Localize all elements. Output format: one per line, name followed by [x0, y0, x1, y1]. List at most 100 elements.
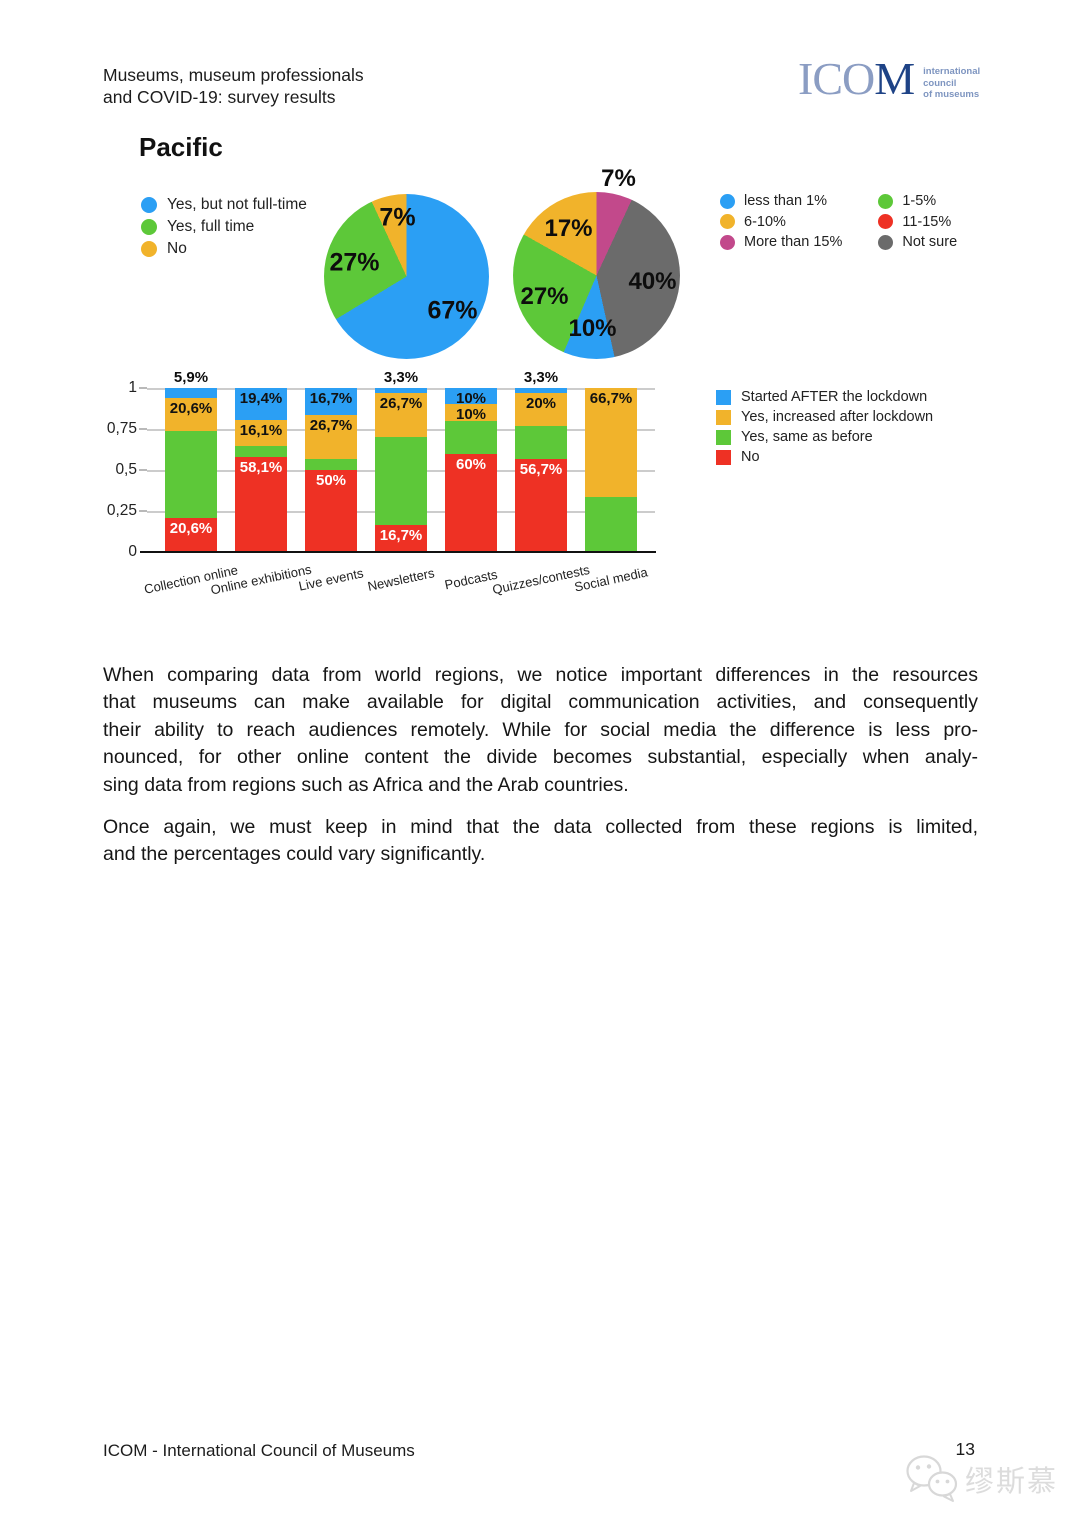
bar-segment: 16,1% — [235, 419, 287, 447]
paragraph-line: and the percentages could vary significa… — [103, 843, 486, 866]
legend-swatch — [878, 214, 894, 229]
watermark-text: 缪斯慕 — [965, 1466, 1059, 1498]
bar-segment — [585, 497, 637, 552]
bar-value-label: 20% — [525, 395, 557, 413]
bar-value-label: 58,1% — [239, 458, 283, 476]
paragraph-line: When comparing data from world regions, … — [103, 664, 978, 686]
bar-segment — [445, 420, 497, 454]
legend-swatch — [141, 219, 157, 235]
x-axis-line — [140, 550, 656, 553]
legend-item: Yes, but not full-time — [141, 196, 307, 214]
legend-swatch — [141, 241, 157, 257]
bar-segment: 19,4% — [235, 388, 287, 420]
bar-segment: 60% — [445, 453, 497, 552]
bar-chart-legend: Started AFTER the lockdown Yes, increased… — [716, 389, 933, 469]
y-axis-label: 0,75 — [106, 420, 137, 437]
y-axis-tick — [139, 510, 147, 512]
bar-value-label: 20,6% — [169, 399, 213, 417]
paragraph-line: that museums can make available for digi… — [103, 691, 978, 714]
page-title: Pacific — [139, 132, 223, 162]
legend-label: No — [741, 449, 760, 465]
legend-label: 6-10% — [744, 213, 786, 230]
bar-segment — [305, 459, 357, 470]
legend-label: Not sure — [902, 234, 958, 250]
bar-value-label: 16,1% — [239, 421, 283, 439]
legend-swatch — [716, 389, 731, 405]
legend-item: 6-10% — [720, 214, 842, 230]
bar-segment — [515, 388, 567, 394]
y-axis-label: 0 — [128, 543, 137, 560]
bar-segment — [515, 426, 567, 459]
bar-chart-plot: 5,9% 20,6% 20,6% Collection online 19,4% 16,1… — [140, 369, 656, 598]
wechat-logo-icon — [906, 1455, 958, 1502]
x-axis-label: Podcasts — [443, 566, 499, 593]
paragraph-line: sing data from regions such as Africa an… — [103, 773, 629, 796]
legend-label: Yes, same as before — [741, 429, 873, 445]
paragraph-line: nounced, for other online content the di… — [103, 746, 978, 769]
legend-item: 1-5% — [878, 193, 957, 209]
legend-label: less than 1% — [744, 193, 828, 209]
bar-segment — [165, 431, 217, 519]
legend-item: less than 1% — [720, 193, 842, 209]
legend-swatch — [878, 193, 894, 209]
legend-item: Yes, increased after lockdown — [716, 409, 933, 425]
legend-item: No — [716, 449, 933, 465]
bar-value-label: 20,6% — [169, 520, 213, 538]
y-axis-label: 1 — [128, 379, 137, 396]
pie-chart-digital-staff: 67% 27% 7% — [324, 194, 489, 359]
paragraph-line: their ability to reach audiences remotel… — [103, 718, 978, 741]
legend-item: Yes, full time — [141, 218, 307, 236]
bar-podcasts: 10% 10% 60% Podcasts — [443, 388, 499, 592]
pie1-legend: Yes, but not full-time Yes, full time No — [141, 196, 307, 262]
bar-quizzes-contests: 3,3% 20% 56,7% Quizzes/contests — [491, 369, 591, 597]
bar-segment: 20% — [515, 393, 567, 427]
icom-tagline-line: of museums — [923, 89, 980, 100]
bar-segment: 58,1% — [235, 456, 287, 552]
bar-online-exhibitions: 19,4% 16,1% 58,1% Online exhibitions — [209, 388, 313, 598]
y-axis-tick — [139, 469, 147, 471]
bar-value-label: 19,4% — [239, 390, 283, 407]
legend-label: 1-5% — [902, 193, 937, 209]
bar-segment: 66,7% — [585, 388, 637, 498]
bar-social-media: 66,7% Social media — [573, 388, 649, 595]
bar-segment: 56,7% — [515, 459, 567, 552]
bar-collection-online: 5,9% 20,6% 20,6% Collection online — [143, 369, 239, 597]
pie-slice-label: 7% — [379, 203, 416, 231]
document-header: Museums, museum professionals and COVID-… — [103, 64, 364, 108]
body-paragraph-2: Once again, we must keep in mind that th… — [103, 814, 978, 869]
bar-value-label: 16,7% — [379, 526, 423, 544]
bar-segment — [235, 446, 287, 457]
legend-swatch — [141, 197, 157, 213]
y-axis-label: 0,25 — [106, 502, 137, 519]
legend-swatch — [716, 409, 731, 425]
legend-item: 11-15% — [878, 214, 957, 230]
bar-value-label: 10% — [455, 406, 487, 424]
page-number: 13 — [955, 1439, 975, 1459]
bar-value-label: 66,7% — [589, 390, 633, 407]
pie-slice-label: 40% — [628, 267, 677, 295]
legend-swatch — [720, 193, 735, 209]
bar-live-events: 16,7% 26,7% 50% Live events — [297, 388, 365, 594]
pie-slice-label: 67% — [427, 296, 478, 324]
legend-label: No — [167, 240, 187, 257]
bar-segment: 20,6% — [165, 518, 217, 552]
legend-label: Yes, increased after lockdown — [741, 409, 934, 425]
watermark: 缪斯慕 — [903, 1452, 1058, 1506]
bar-segment: 26,7% — [375, 393, 427, 438]
legend-swatch — [716, 449, 731, 465]
bar-segment — [375, 388, 427, 394]
pie-slice-label: 7% — [601, 164, 636, 192]
header-line-1: Museums, museum professionals — [103, 65, 364, 85]
icom-wordmark-light: ICO — [798, 53, 875, 104]
bar-chart-bars: 5,9% 20,6% 20,6% Collection online 19,4% 16,1… — [143, 369, 655, 598]
bar-value-label: 50% — [315, 471, 347, 489]
footer-text: ICOM - International Council of Museums — [103, 1441, 415, 1460]
legend-item: No — [141, 240, 307, 258]
body-paragraph-1: When comparing data from world regions, … — [103, 662, 978, 799]
y-axis-label: 0,5 — [115, 461, 137, 478]
icom-tagline-line: international — [923, 66, 981, 77]
bar-value-label: 26,7% — [379, 395, 423, 413]
icom-wordmark-dark: M — [874, 53, 915, 104]
bar-segment: 16,7% — [375, 524, 427, 552]
